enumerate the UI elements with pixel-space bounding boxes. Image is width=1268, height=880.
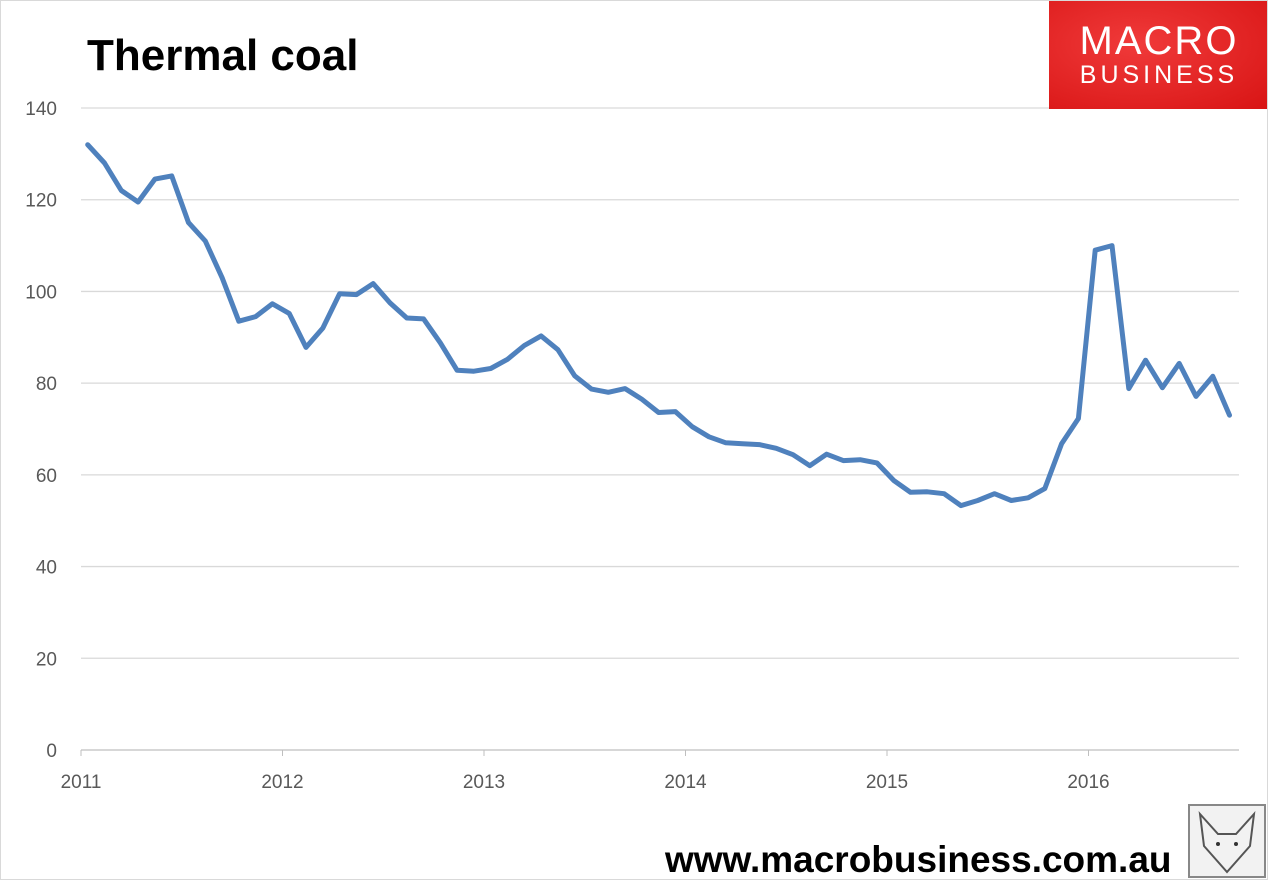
series-line	[85, 142, 1232, 509]
x-tick-label: 2016	[1067, 772, 1109, 793]
y-tick-label: 100	[25, 282, 57, 303]
x-tick-label: 2013	[463, 772, 505, 793]
x-tick-label: 2012	[261, 772, 303, 793]
y-tick-label: 80	[36, 374, 57, 395]
macrobusiness-logo: MACRO BUSINESS	[1049, 1, 1267, 109]
website-url: www.macrobusiness.com.au	[665, 839, 1172, 880]
y-tick-label: 140	[25, 99, 57, 120]
y-tick-label: 60	[36, 466, 57, 487]
logo-line2: BUSINESS	[1079, 61, 1239, 89]
logo-line1: MACRO	[1079, 19, 1239, 63]
chart-title: Thermal coal	[87, 31, 359, 80]
y-tick-label: 40	[36, 558, 57, 579]
x-tick-label: 2011	[61, 772, 102, 793]
y-tick-label: 20	[36, 649, 57, 670]
y-tick-label: 0	[46, 741, 57, 762]
x-tick-label: 2015	[866, 772, 908, 793]
fox-emblem-icon	[1188, 804, 1266, 878]
y-tick-label: 120	[25, 191, 57, 212]
x-tick-label: 2014	[664, 772, 707, 793]
